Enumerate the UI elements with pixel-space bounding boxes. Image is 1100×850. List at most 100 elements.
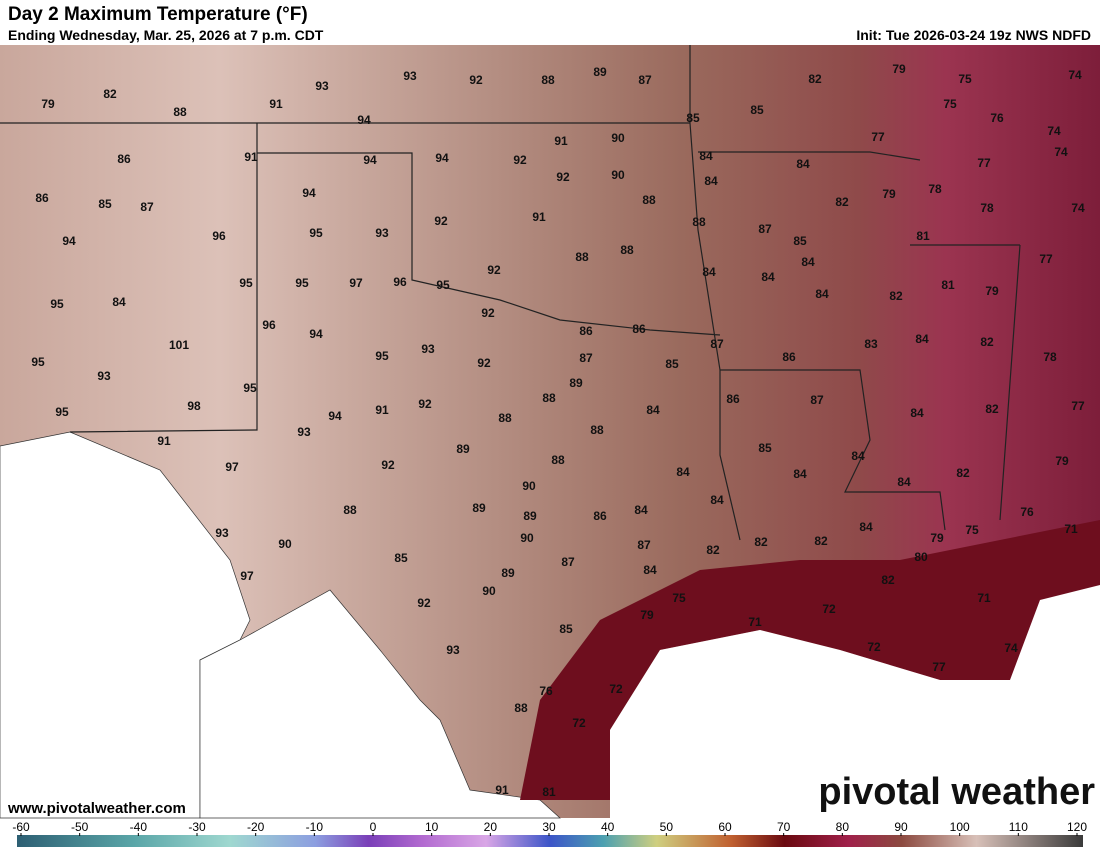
temp-label: 81 — [916, 229, 930, 243]
temp-label: 86 — [782, 350, 796, 364]
temp-label: 82 — [956, 466, 970, 480]
temp-label: 93 — [403, 69, 417, 83]
temp-label: 84 — [815, 287, 829, 301]
temp-label: 84 — [702, 265, 716, 279]
temp-label: 88 — [620, 243, 634, 257]
temp-label: 84 — [704, 174, 718, 188]
temp-label: 94 — [357, 113, 371, 127]
temp-label: 90 — [522, 479, 536, 493]
temp-label: 91 — [269, 97, 283, 111]
temp-label: 91 — [495, 783, 509, 797]
init-time: Init: Tue 2026-03-24 19z NWS NDFD — [856, 27, 1091, 43]
temp-label: 92 — [556, 170, 570, 184]
gulf — [520, 520, 1100, 800]
temp-label: 82 — [754, 535, 768, 549]
temp-label: 87 — [810, 393, 824, 407]
temp-label: 90 — [611, 131, 625, 145]
temp-label: 94 — [363, 153, 377, 167]
temp-label: 84 — [859, 520, 873, 534]
temp-label: 92 — [381, 458, 395, 472]
colorbar-tick-label: 70 — [777, 820, 791, 834]
temp-label: 87 — [758, 222, 772, 236]
temp-label: 84 — [646, 403, 660, 417]
temp-label: 88 — [498, 411, 512, 425]
colorbar-tick-label: -20 — [247, 820, 265, 834]
temp-label: 93 — [446, 643, 460, 657]
state-borders — [0, 45, 1021, 541]
temp-label: 90 — [520, 531, 534, 545]
temp-label: 82 — [985, 402, 999, 416]
mexico-south — [199, 589, 561, 819]
colorbar-tick-label: 10 — [425, 820, 439, 834]
temp-label: 94 — [302, 186, 316, 200]
temp-label: 82 — [835, 195, 849, 209]
temp-label: 71 — [1064, 522, 1078, 536]
temp-label: 74 — [1004, 641, 1018, 655]
temp-label: 88 — [541, 73, 555, 87]
temp-label: 92 — [477, 356, 491, 370]
temp-label: 86 — [117, 152, 131, 166]
temp-label: 78 — [928, 182, 942, 196]
colorbar-tick-label: 40 — [601, 820, 615, 834]
temp-label: 81 — [941, 278, 955, 292]
temp-label: 97 — [349, 276, 363, 290]
temp-label: 96 — [212, 229, 226, 243]
temp-label: 76 — [1020, 505, 1034, 519]
temp-label: 71 — [748, 615, 762, 629]
temp-label: 94 — [328, 409, 342, 423]
temp-label: 90 — [611, 168, 625, 182]
temp-label: 88 — [514, 701, 528, 715]
temp-label: 94 — [62, 234, 76, 248]
temp-label: 87 — [638, 73, 652, 87]
temp-label: 95 — [55, 405, 69, 419]
temp-label: 90 — [482, 584, 496, 598]
colorbar-tick-label: 50 — [660, 820, 674, 834]
temp-label: 97 — [240, 569, 254, 583]
temp-label: 92 — [469, 73, 483, 87]
colorbar — [17, 835, 1083, 847]
colorbar-tick-label: -60 — [12, 820, 30, 834]
temp-label: 93 — [375, 226, 389, 240]
temp-label: 93 — [421, 342, 435, 356]
temp-label: 77 — [977, 156, 991, 170]
temp-label: 82 — [980, 335, 994, 349]
temp-label: 84 — [112, 295, 126, 309]
colorbar-tick-label: -10 — [306, 820, 324, 834]
temp-label: 89 — [523, 509, 537, 523]
colorbar-tick-label: 110 — [1009, 820, 1028, 834]
temp-label: 79 — [41, 97, 55, 111]
temp-label: 88 — [590, 423, 604, 437]
temp-label: 85 — [793, 234, 807, 248]
temp-label: 88 — [692, 215, 706, 229]
temp-label: 88 — [642, 193, 656, 207]
temp-label: 84 — [699, 149, 713, 163]
temp-label: 84 — [796, 157, 810, 171]
temp-label: 91 — [157, 434, 171, 448]
temp-label: 86 — [579, 324, 593, 338]
temp-label: 87 — [140, 200, 154, 214]
temp-label: 91 — [375, 403, 389, 417]
temp-label: 79 — [892, 62, 906, 76]
temp-label: 78 — [980, 201, 994, 215]
temp-label: 90 — [278, 537, 292, 551]
temp-label: 88 — [575, 250, 589, 264]
temp-label: 74 — [1054, 145, 1068, 159]
temp-label: 96 — [393, 275, 407, 289]
colorbar-tick-label: -30 — [188, 820, 206, 834]
temp-label: 94 — [435, 151, 449, 165]
temp-label: 84 — [801, 255, 815, 269]
temp-label: 82 — [706, 543, 720, 557]
temp-label: 98 — [187, 399, 201, 413]
temp-label: 95 — [239, 276, 253, 290]
temp-label: 88 — [173, 105, 187, 119]
colorbar-tick-label: -50 — [71, 820, 89, 834]
temp-label: 89 — [456, 442, 470, 456]
temp-label: 79 — [640, 608, 654, 622]
temp-label: 95 — [436, 278, 450, 292]
temp-label: 84 — [851, 449, 865, 463]
temp-label: 88 — [542, 391, 556, 405]
temp-label: 88 — [343, 503, 357, 517]
temp-label: 89 — [472, 501, 486, 515]
temp-label: 75 — [965, 523, 979, 537]
